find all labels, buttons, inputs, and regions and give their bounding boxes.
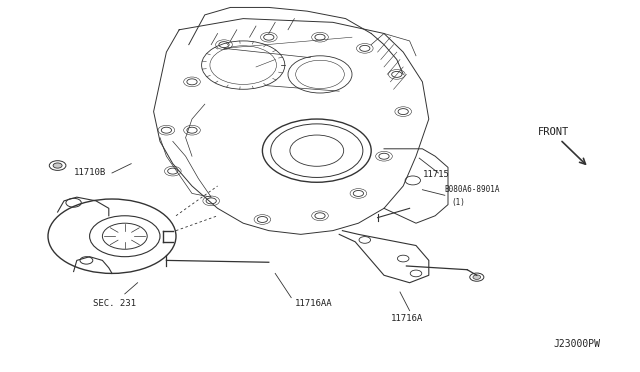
Text: B080A6-8901A: B080A6-8901A [445,185,500,194]
Circle shape [473,275,481,279]
Text: 11710B: 11710B [74,169,106,177]
Text: 11716A: 11716A [390,314,422,323]
Circle shape [53,163,62,168]
Text: SEC. 231: SEC. 231 [93,299,136,308]
Text: J23000PW: J23000PW [554,339,600,349]
Text: FRONT: FRONT [538,127,569,137]
Text: 11715: 11715 [422,170,449,179]
Text: (1): (1) [451,198,465,207]
Text: 11716AA: 11716AA [294,299,332,308]
